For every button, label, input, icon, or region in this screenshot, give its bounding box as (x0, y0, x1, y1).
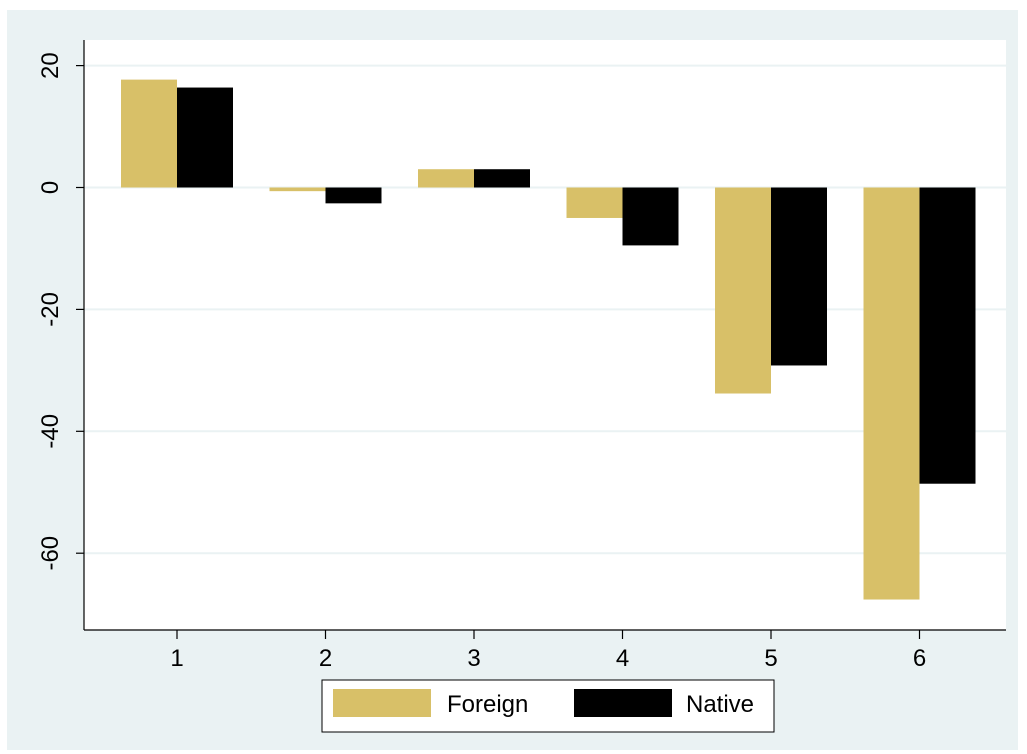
x-tick-label: 5 (764, 645, 777, 672)
bar-foreign (418, 169, 474, 188)
bar-foreign (269, 187, 326, 192)
bar-native (177, 87, 233, 188)
y-tick-label: 20 (37, 52, 64, 79)
bar-native (771, 187, 827, 366)
legend-swatch-native (574, 689, 672, 717)
gridlines (84, 64, 1006, 555)
x-axis-ticks: 1 2 3 4 5 6 (170, 630, 926, 672)
bar-foreign (715, 187, 771, 394)
y-axis-ticks: 20 0 -20 -40 -60 (37, 52, 84, 571)
y-tick-label: 0 (37, 181, 64, 194)
bars (121, 79, 976, 600)
axes (83, 40, 1006, 631)
plot-area (84, 40, 1006, 630)
x-tick-label: 4 (616, 645, 629, 672)
legend-label-foreign: Foreign (447, 691, 528, 718)
legend-swatch-foreign (333, 689, 431, 717)
y-tick-label: -60 (37, 536, 64, 571)
bar-native (622, 187, 679, 246)
bar-native (919, 187, 976, 484)
x-tick-label: 1 (170, 645, 183, 672)
bar-native (474, 169, 530, 188)
x-tick-label: 6 (913, 645, 926, 672)
bar-native (325, 187, 382, 204)
bar-foreign (863, 187, 920, 600)
legend: Foreign Native (321, 679, 775, 733)
legend-label-native: Native (686, 691, 754, 718)
bar-foreign (566, 187, 623, 218)
x-tick-label: 2 (319, 645, 332, 672)
bar-foreign (121, 79, 177, 188)
x-tick-label: 3 (467, 645, 480, 672)
y-tick-label: -20 (37, 292, 64, 327)
y-tick-label: -40 (37, 414, 64, 449)
